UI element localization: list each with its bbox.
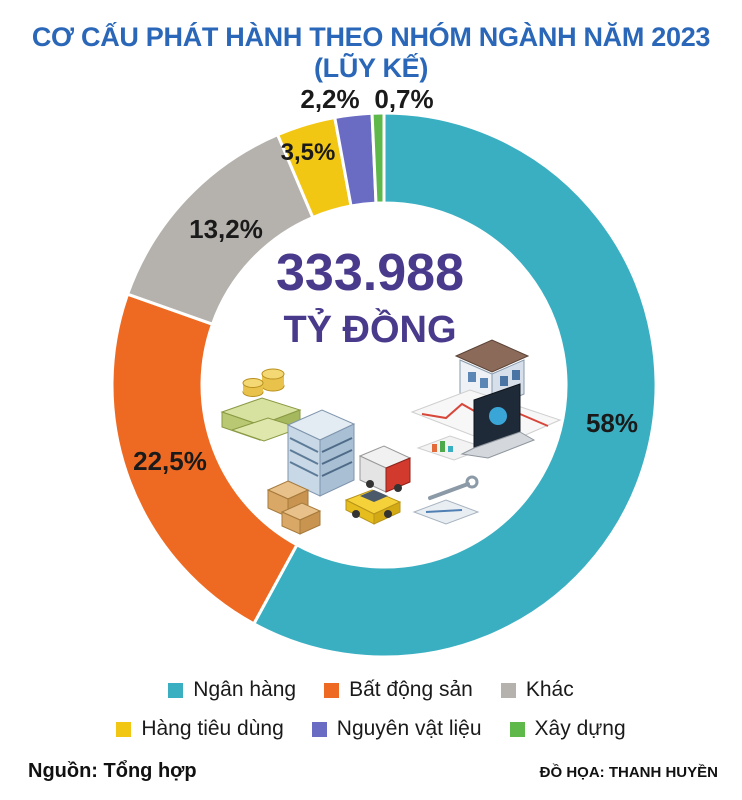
slice-label-3: 3,5% bbox=[281, 139, 336, 166]
slice-label-2: 13,2% bbox=[189, 214, 263, 244]
center-illustration bbox=[220, 339, 562, 535]
taxi-icon bbox=[344, 489, 402, 525]
legend-label: Hàng tiêu dùng bbox=[141, 717, 284, 740]
legend-label: Xây dựng bbox=[534, 717, 626, 740]
slice-label-1: 22,5% bbox=[133, 446, 207, 476]
office-building-icon bbox=[286, 409, 356, 497]
donut-slices bbox=[110, 111, 658, 659]
legend-label: Ngân hàng bbox=[193, 678, 297, 701]
slice-label-0: 58% bbox=[586, 408, 638, 438]
legend-label: Bất động sản bbox=[349, 678, 473, 701]
cash-stack-icon bbox=[220, 397, 302, 442]
center-total-value: 333.988 bbox=[276, 244, 464, 302]
legend-item-khac: Khác bbox=[500, 678, 574, 702]
delivery-truck-icon bbox=[358, 445, 412, 493]
slice-labels: 58% 22,5% 13,2% 3,5% 2,2% 0,7% bbox=[133, 84, 638, 476]
legend-label: Khác bbox=[525, 678, 574, 701]
legend-label: Nguyên vật liệu bbox=[336, 717, 482, 740]
coins-icon bbox=[242, 368, 285, 397]
legend-swatch bbox=[116, 721, 132, 737]
legend-row: Ngân hàng Bất động sản Khác bbox=[0, 678, 742, 702]
legend-row: Hàng tiêu dùng Nguyên vật liệu Xây dựng bbox=[0, 717, 742, 741]
slice-label-4: 2,2% bbox=[300, 84, 359, 114]
legend-swatch bbox=[500, 682, 516, 698]
wrench-icon bbox=[412, 475, 480, 525]
legend-swatch bbox=[168, 682, 184, 698]
legend-item-ngan-hang: Ngân hàng bbox=[168, 678, 296, 702]
legend-item-nguyen-vat-lieu: Nguyên vật liệu bbox=[311, 717, 482, 741]
donut-slice-5 bbox=[370, 111, 386, 205]
center-total-unit: TỶ ĐỒNG bbox=[283, 307, 456, 351]
source-note: Nguồn: Tổng hợp bbox=[28, 760, 197, 782]
graphic-credit: ĐỒ HỌA: THANH HUYỀN bbox=[539, 764, 718, 781]
legend-item-hang-tieu-dung: Hàng tiêu dùng bbox=[116, 717, 284, 741]
laptop-icon bbox=[460, 383, 536, 459]
donut-slice-1 bbox=[110, 292, 299, 626]
chart-title: CƠ CẤU PHÁT HÀNH THEO NHÓM NGÀNH NĂM 202… bbox=[31, 22, 711, 83]
boxes-icon bbox=[266, 480, 322, 535]
legend-swatch bbox=[509, 721, 525, 737]
legend-item-bat-dong-san: Bất động sản bbox=[324, 678, 473, 702]
slice-label-5: 0,7% bbox=[374, 84, 433, 114]
legend-swatch bbox=[311, 721, 327, 737]
legend-swatch bbox=[324, 682, 340, 698]
donut-slice-0 bbox=[251, 111, 658, 659]
legend-item-xay-dung: Xây dựng bbox=[509, 717, 626, 741]
